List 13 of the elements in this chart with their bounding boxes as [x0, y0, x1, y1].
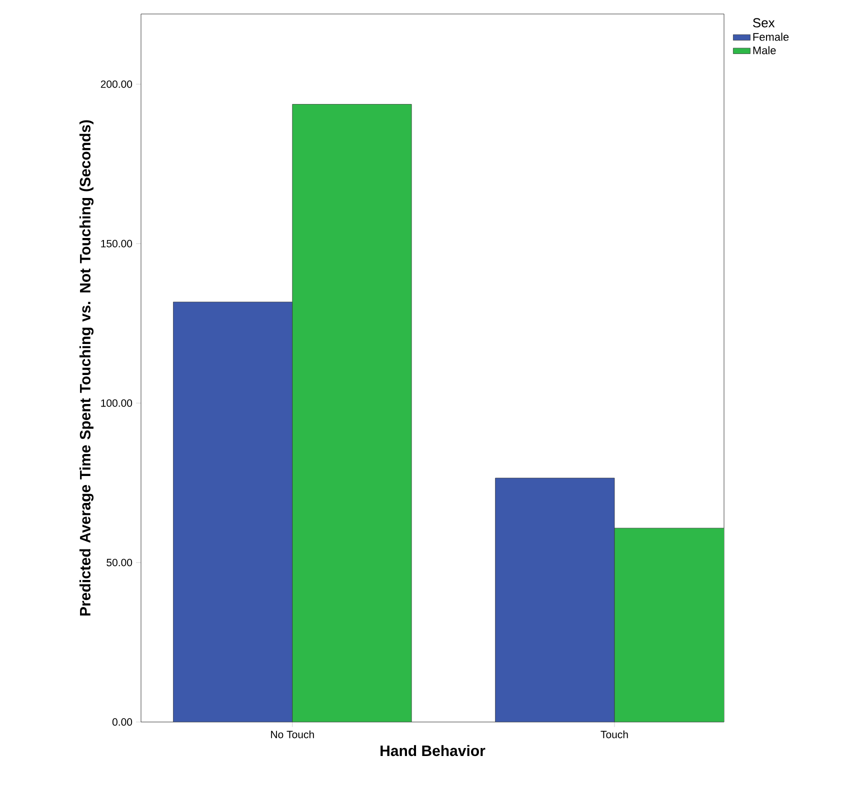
- x-tick-label: No Touch: [271, 730, 314, 738]
- bar: [173, 302, 293, 722]
- legend-label: Female: [753, 32, 789, 41]
- x-axis-title: Hand Behavior: [380, 745, 486, 756]
- y-axis-title: Predicted Average Time Spent Touching vs. Not Touching (Seconds): [79, 120, 94, 616]
- y-tick-label: 50.00: [106, 558, 132, 566]
- legend-title: Sex: [753, 18, 775, 28]
- x-tick-label: Touch: [600, 730, 628, 738]
- y-tick-label: 0.00: [112, 718, 132, 726]
- y-tick-label: 150.00: [101, 240, 132, 248]
- y-tick-label: 100.00: [101, 399, 132, 407]
- y-tick-label: 200.00: [100, 80, 132, 88]
- legend-label: Male: [753, 46, 776, 54]
